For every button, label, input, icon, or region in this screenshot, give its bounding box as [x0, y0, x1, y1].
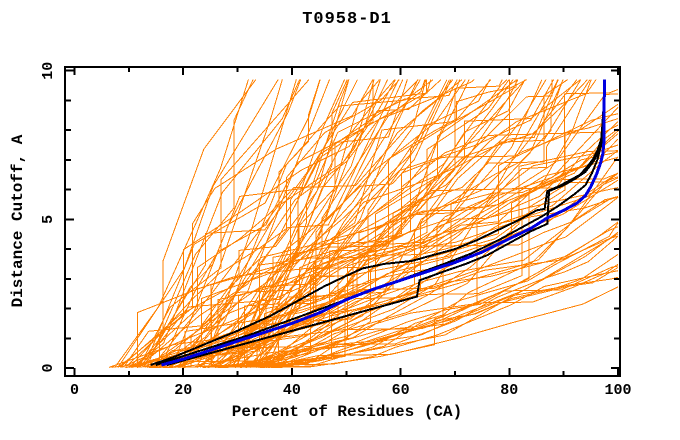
model-highlight-blue: [161, 79, 606, 367]
reference-black-2: [155, 115, 606, 366]
model-curve-orange: [123, 79, 350, 368]
model-curve-orange: [245, 79, 491, 368]
model-curve-orange: [232, 79, 492, 368]
model-curve-orange: [132, 79, 463, 368]
reference-black-1: [150, 110, 605, 366]
model-curve-orange: [222, 276, 619, 368]
y-tick-label: 0: [40, 363, 57, 372]
model-curve-orange: [150, 151, 619, 368]
model-curve-orange: [270, 263, 619, 368]
model-curve-orange: [260, 79, 519, 368]
model-curve-orange: [275, 222, 619, 368]
model-curve-orange: [117, 79, 279, 368]
x-tick-label: 80: [500, 382, 518, 399]
model-curve-orange: [146, 79, 254, 368]
model-curve-orange: [262, 79, 526, 368]
x-tick-label: 0: [70, 382, 79, 399]
model-curve-orange: [124, 79, 257, 368]
model-curve-orange: [222, 130, 619, 368]
model-curve-orange: [162, 235, 619, 368]
model-curve-orange: [240, 79, 564, 368]
ensemble-group: [108, 79, 619, 368]
model-curve-orange: [190, 79, 555, 368]
model-curve-orange: [179, 226, 619, 368]
model-curve-orange: [207, 79, 470, 368]
model-curve-orange: [131, 128, 619, 368]
model-curve-orange: [210, 113, 619, 368]
x-tick-label: 60: [392, 382, 410, 399]
model-curve-orange: [148, 172, 619, 368]
x-tick-label: 100: [604, 382, 631, 399]
model-curve-orange: [129, 121, 619, 368]
model-curve-orange: [235, 79, 448, 368]
model-curve-orange: [255, 150, 619, 368]
model-curve-orange: [195, 79, 434, 368]
y-tick-label: 5: [40, 215, 57, 224]
reference-black-3: [166, 121, 605, 366]
x-tick-label: 40: [283, 382, 301, 399]
model-curve-orange: [262, 286, 619, 368]
model-curve-orange: [214, 79, 528, 368]
y-axis-title: Distance Cutoff, A: [9, 134, 27, 308]
model-curve-orange: [278, 79, 543, 368]
model-curve-orange: [237, 103, 619, 368]
model-curve-orange: [131, 79, 591, 368]
model-curve-orange: [121, 106, 619, 368]
x-axis-title: Percent of Residues (CA): [231, 403, 463, 421]
model-curve-orange: [178, 187, 619, 368]
model-curve-orange: [143, 79, 321, 368]
plot-frame: [64, 66, 621, 377]
model-curve-orange: [159, 79, 427, 368]
model-curve-orange: [176, 79, 582, 368]
model-curve-orange: [246, 79, 427, 368]
model-curve-orange: [161, 79, 454, 368]
model-curve-orange: [160, 79, 588, 368]
model-curve-orange: [175, 79, 518, 368]
model-curve-orange: [273, 265, 619, 368]
model-curve-orange: [241, 177, 619, 368]
model-curve-orange: [259, 156, 619, 368]
model-curve-orange: [129, 79, 399, 368]
x-tick-label: 20: [174, 382, 192, 399]
model-curve-orange: [171, 79, 302, 368]
y-tick-label: 10: [40, 62, 57, 80]
chart-title: T0958-D1: [302, 10, 392, 29]
model-curve-orange: [139, 79, 389, 368]
model-curve-orange: [244, 79, 559, 368]
model-curve-orange: [266, 79, 375, 368]
model-curve-orange: [179, 79, 330, 368]
model-curve-orange: [250, 144, 619, 368]
model-curve-orange: [266, 79, 404, 368]
model-curve-orange: [235, 79, 408, 368]
model-curve-orange: [268, 270, 619, 368]
model-curve-orange: [135, 79, 419, 368]
